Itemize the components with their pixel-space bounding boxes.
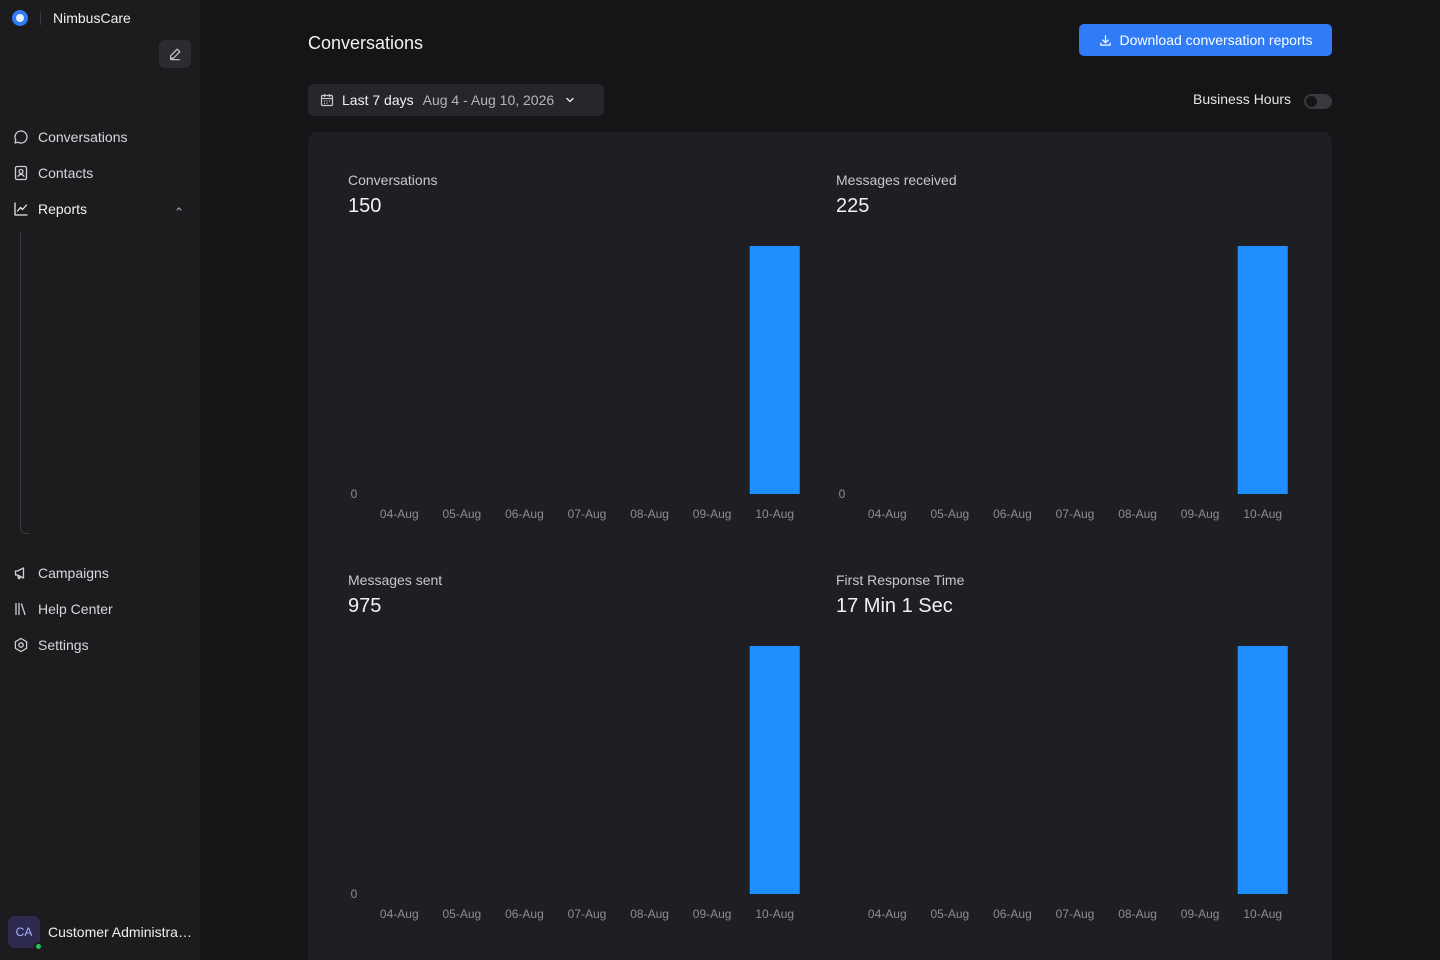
page-title: Conversations	[308, 33, 424, 53]
contact-card-icon	[12, 164, 30, 182]
x-axis-tick-label: 09-Aug	[693, 507, 732, 521]
x-axis-tick-label: 04-Aug	[380, 507, 419, 521]
sidebar-item-reports[interactable]: Reports	[12, 197, 192, 221]
x-axis-tick-label: 05-Aug	[931, 907, 970, 921]
x-axis-tick-label: 10-Aug	[755, 507, 794, 521]
conversations-bar-chart: 0 04-Aug 05-Aug 06-Aug 07-Aug 08-Aug 09-Aug 10-…	[351, 246, 800, 521]
x-axis-tick-label: 05-Aug	[931, 507, 970, 521]
metric-label-messages-received: Messages received	[836, 172, 957, 188]
bar-10-Aug[interactable]	[1237, 646, 1288, 894]
bar-10-Aug[interactable]	[749, 246, 800, 494]
x-axis-tick-label: 07-Aug	[568, 907, 607, 921]
user-profile[interactable]: CA Customer Administrator	[8, 916, 192, 951]
x-axis-tick-label: 07-Aug	[1056, 907, 1095, 921]
y-axis-tick-label: 0	[351, 887, 358, 901]
first-response-time-bar-chart: 04-Aug 05-Aug 06-Aug 07-Aug 08-Aug 09-Aug 10-A…	[868, 646, 1288, 921]
x-axis-tick-label: 06-Aug	[505, 907, 544, 921]
x-axis-tick-label: 10-Aug	[1243, 507, 1282, 521]
brand-separator	[40, 11, 41, 25]
sidebar-item-label: Conversations	[38, 129, 128, 145]
x-axis-tick-label: 09-Aug	[1181, 907, 1220, 921]
sidebar-item-help-center[interactable]: Help Center	[12, 597, 192, 621]
sidebar-item-contacts[interactable]: Contacts	[12, 161, 192, 185]
x-axis-tick-label: 04-Aug	[868, 507, 907, 521]
x-axis-tick-label: 08-Aug	[1118, 907, 1157, 921]
x-axis-tick-label: 06-Aug	[505, 507, 544, 521]
chat-bubble-icon	[12, 128, 30, 146]
megaphone-icon	[12, 564, 30, 582]
bar-10-Aug[interactable]	[1237, 246, 1288, 494]
sidebar-item-label: Settings	[38, 637, 89, 653]
pencil-icon	[170, 48, 181, 61]
sidebar-item-campaigns[interactable]: Campaigns	[12, 561, 192, 585]
x-axis-tick-label: 07-Aug	[568, 507, 607, 521]
brand-name: NimbusCare	[53, 10, 131, 26]
sidebar-item-settings[interactable]: Settings	[12, 633, 192, 657]
x-axis-tick-label: 10-Aug	[1243, 907, 1282, 921]
x-axis-tick-label: 09-Aug	[693, 907, 732, 921]
brand-logo-icon	[12, 10, 28, 26]
gear-icon	[12, 636, 30, 654]
metric-label-first-response-time: First Response Time	[836, 572, 965, 588]
x-axis-tick-label: 08-Aug	[630, 507, 669, 521]
metric-label-messages-sent: Messages sent	[348, 572, 443, 588]
date-range-picker[interactable]: Last 7 days Aug 4 - Aug 10, 2026	[308, 84, 604, 116]
metrics-panel	[308, 132, 1332, 960]
sidebar-item-label: Campaigns	[38, 565, 109, 581]
messages-sent-bar-chart: 0 04-Aug 05-Aug 06-Aug 07-Aug 08-Aug 09-Aug 10-…	[351, 646, 800, 921]
date-range-dates: Aug 4 - Aug 10, 2026	[422, 92, 555, 108]
metric-label-conversations: Conversations	[348, 172, 438, 188]
avatar: CA	[8, 916, 43, 951]
new-conversation-button[interactable]	[159, 40, 191, 68]
sidebar-item-label: Help Center	[38, 601, 113, 617]
messages-received-bar-chart: 0 04-Aug 05-Aug 06-Aug 07-Aug 08-Aug 09-Aug 10-…	[839, 246, 1288, 521]
reports-submenu-guide	[20, 232, 30, 534]
x-axis-tick-label: 09-Aug	[1181, 507, 1220, 521]
download-reports-label: Download conversation reports	[1119, 32, 1313, 48]
x-axis-tick-label: 05-Aug	[443, 907, 482, 921]
y-axis-tick-label: 0	[351, 487, 358, 501]
online-status-dot	[34, 942, 43, 951]
date-range-label: Last 7 days	[342, 92, 414, 108]
bar-10-Aug[interactable]	[749, 646, 800, 894]
x-axis-tick-label: 04-Aug	[868, 907, 907, 921]
x-axis-tick-label: 06-Aug	[993, 907, 1032, 921]
metric-value-first-response-time: 17 Min 1 Sec	[836, 595, 953, 617]
x-axis-tick-label: 08-Aug	[630, 907, 669, 921]
avatar-initials: CA	[15, 925, 33, 939]
x-axis-tick-label: 08-Aug	[1118, 507, 1157, 521]
sidebar-item-label: Contacts	[38, 165, 94, 181]
download-reports-button[interactable]: Download conversation reports	[1079, 24, 1332, 56]
chevron-up-icon[interactable]	[174, 201, 184, 217]
sidebar-item-conversations[interactable]: Conversations	[12, 125, 192, 149]
metric-value-messages-sent: 975	[348, 595, 382, 617]
y-axis-tick-label: 0	[839, 487, 846, 501]
metric-value-messages-received: 225	[836, 195, 870, 217]
sidebar-item-label: Reports	[38, 201, 88, 217]
line-chart-icon	[12, 200, 30, 218]
business-hours-toggle[interactable]	[1304, 94, 1332, 109]
user-name: Customer Administrator	[48, 924, 192, 940]
x-axis-tick-label: 07-Aug	[1056, 507, 1095, 521]
chevron-down-icon	[564, 94, 576, 106]
business-hours-label: Business Hours	[1193, 91, 1292, 107]
calendar-icon	[320, 94, 334, 107]
metric-value-conversations: 150	[348, 195, 382, 217]
library-icon	[12, 600, 30, 618]
download-icon	[1099, 34, 1111, 46]
brand[interactable]: NimbusCare	[12, 9, 131, 27]
x-axis-tick-label: 06-Aug	[993, 507, 1032, 521]
x-axis-tick-label: 05-Aug	[443, 507, 482, 521]
sidebar: NimbusCare Conversations Contacts Report…	[0, 0, 200, 960]
x-axis-tick-label: 04-Aug	[380, 907, 419, 921]
x-axis-tick-label: 10-Aug	[755, 907, 794, 921]
